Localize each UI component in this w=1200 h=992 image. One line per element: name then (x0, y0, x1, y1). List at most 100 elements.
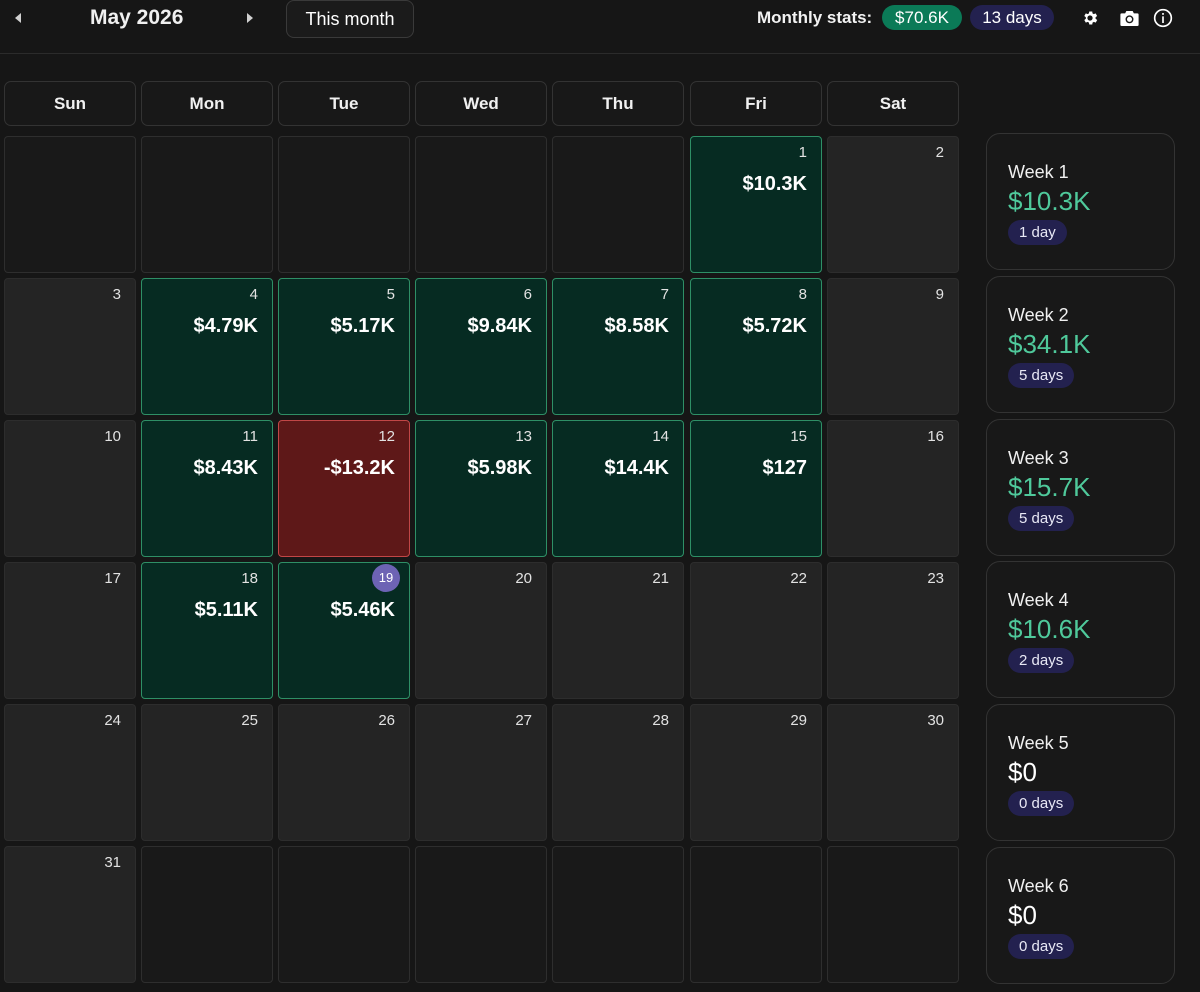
week-pnl-amount: $10.6K (1008, 614, 1091, 644)
calendar-day-4[interactable]: 4 $4.79K (141, 278, 273, 415)
calendar-day-11[interactable]: 11 $8.43K (141, 420, 273, 557)
day-number: 23 (927, 570, 944, 587)
weekday-header-wed: Wed (415, 81, 547, 126)
calendar-day-29[interactable]: 29 (690, 704, 822, 841)
calendar-empty-cell (415, 846, 547, 983)
week-summary-card: Week 5 $0 0 days (986, 704, 1175, 841)
calendar-day-12[interactable]: 12 -$13.2K (278, 420, 410, 557)
day-number: 24 (104, 712, 121, 729)
calendar-day-22[interactable]: 22 (690, 562, 822, 699)
day-number: 27 (515, 712, 532, 729)
weekday-header-sat: Sat (827, 81, 959, 126)
day-number: 7 (660, 286, 669, 303)
day-number: 10 (104, 428, 121, 445)
calendar-day-9[interactable]: 9 (827, 278, 959, 415)
week-label: Week 4 (1008, 590, 1069, 610)
calendar-day-20[interactable]: 20 (415, 562, 547, 699)
screenshot-button[interactable] (1118, 7, 1140, 29)
calendar-day-28[interactable]: 28 (552, 704, 684, 841)
calendar-empty-cell (4, 136, 136, 273)
calendar-day-26[interactable]: 26 (278, 704, 410, 841)
calendar-day-31[interactable]: 31 (4, 846, 136, 983)
weekday-header-thu: Thu (552, 81, 684, 126)
triangle-right-icon (247, 13, 253, 23)
calendar-day-1[interactable]: 1 $10.3K (690, 136, 822, 273)
calendar-day-19[interactable]: 19 $5.46K (278, 562, 410, 699)
settings-button[interactable] (1079, 7, 1101, 29)
calendar-day-3[interactable]: 3 (4, 278, 136, 415)
calendar-empty-cell (141, 846, 273, 983)
this-month-button[interactable]: This month (286, 0, 414, 38)
day-number: 21 (652, 570, 669, 587)
monthly-stats-label: Monthly stats: (757, 8, 873, 27)
week-days-badge: 5 days (1008, 363, 1075, 388)
day-pnl-value: $5.17K (330, 315, 396, 337)
day-number: 1 (798, 144, 807, 161)
week-label: Week 3 (1008, 448, 1069, 468)
calendar-day-17[interactable]: 17 (4, 562, 136, 699)
day-number: 30 (927, 712, 944, 729)
week-pnl-amount: $0 (1008, 757, 1037, 787)
week-pnl-amount: $0 (1008, 900, 1037, 930)
day-number: 6 (523, 286, 532, 303)
top-bar: May 2026 This month Monthly stats: $70.6… (0, 0, 1200, 54)
calendar-day-18[interactable]: 18 $5.11K (141, 562, 273, 699)
weekday-header-mon: Mon (141, 81, 273, 126)
calendar-day-14[interactable]: 14 $14.4K (552, 420, 684, 557)
week-summary-card: Week 1 $10.3K 1 day (986, 133, 1175, 270)
day-number: 28 (652, 712, 669, 729)
week-days-badge: 0 days (1008, 791, 1075, 816)
day-number: 5 (386, 286, 395, 303)
calendar-day-23[interactable]: 23 (827, 562, 959, 699)
day-pnl-value: $8.58K (604, 315, 670, 337)
next-month-button[interactable] (241, 9, 259, 27)
day-number: 18 (241, 570, 258, 587)
day-pnl-value: $5.46K (330, 599, 396, 621)
day-number: 3 (112, 286, 121, 303)
day-number: 20 (515, 570, 532, 587)
calendar-day-5[interactable]: 5 $5.17K (278, 278, 410, 415)
camera-icon (1119, 10, 1139, 26)
calendar-empty-cell (552, 136, 684, 273)
day-number: 11 (242, 428, 258, 445)
day-number: 13 (515, 428, 532, 445)
calendar-empty-cell (827, 846, 959, 983)
weekday-header-sun: Sun (4, 81, 136, 126)
calendar-day-24[interactable]: 24 (4, 704, 136, 841)
calendar-day-2[interactable]: 2 (827, 136, 959, 273)
calendar-empty-cell (690, 846, 822, 983)
week-summary-card: Week 3 $15.7K 5 days (986, 419, 1175, 556)
calendar-day-6[interactable]: 6 $9.84K (415, 278, 547, 415)
day-pnl-value: $14.4K (604, 457, 670, 479)
info-button[interactable] (1152, 7, 1174, 29)
day-number: 12 (378, 428, 395, 445)
calendar-empty-cell (141, 136, 273, 273)
day-number: 4 (249, 286, 258, 303)
calendar-day-16[interactable]: 16 (827, 420, 959, 557)
calendar-day-7[interactable]: 7 $8.58K (552, 278, 684, 415)
calendar-day-27[interactable]: 27 (415, 704, 547, 841)
day-number: 2 (935, 144, 944, 161)
calendar-day-21[interactable]: 21 (552, 562, 684, 699)
day-pnl-value: $9.84K (467, 315, 533, 337)
week-summary-card: Week 4 $10.6K 2 days (986, 561, 1175, 698)
week-label: Week 5 (1008, 733, 1069, 753)
weekday-header-tue: Tue (278, 81, 410, 126)
day-number: 9 (935, 286, 944, 303)
calendar-day-10[interactable]: 10 (4, 420, 136, 557)
info-icon (1153, 8, 1173, 28)
day-pnl-value: -$13.2K (323, 457, 395, 479)
day-pnl-value: $5.98K (467, 457, 533, 479)
day-number: 17 (104, 570, 121, 587)
calendar-day-30[interactable]: 30 (827, 704, 959, 841)
prev-month-button[interactable] (9, 9, 27, 27)
calendar-empty-cell (278, 846, 410, 983)
calendar-day-8[interactable]: 8 $5.72K (690, 278, 822, 415)
day-pnl-value: $10.3K (742, 173, 808, 195)
calendar-day-13[interactable]: 13 $5.98K (415, 420, 547, 557)
calendar-day-25[interactable]: 25 (141, 704, 273, 841)
day-pnl-value: $127 (762, 457, 808, 479)
day-pnl-value: $8.43K (193, 457, 259, 479)
day-number: 25 (241, 712, 258, 729)
calendar-day-15[interactable]: 15 $127 (690, 420, 822, 557)
